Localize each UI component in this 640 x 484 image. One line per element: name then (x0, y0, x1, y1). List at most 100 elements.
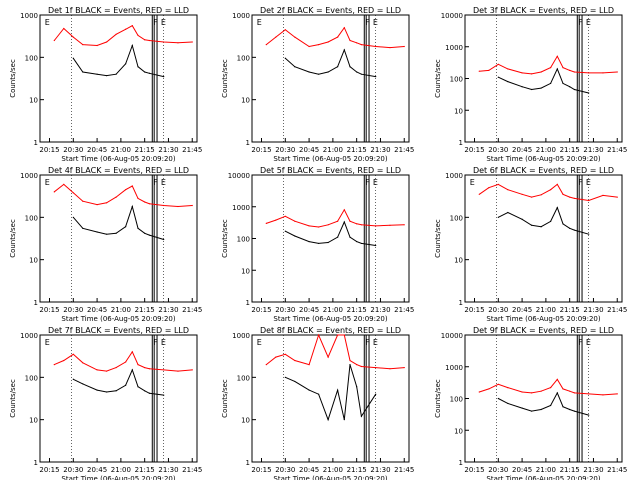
series-point (550, 67, 552, 69)
series-point (318, 334, 320, 336)
flag-label: E (373, 178, 378, 187)
series-point (478, 391, 480, 393)
series-point (556, 392, 558, 394)
series-point (327, 241, 329, 244)
flag-label: F (578, 178, 583, 187)
x-tick-label: 21:45 (607, 146, 627, 154)
chart-panel-8: Det 8f BLACK = Events, RED = LLD 1 10 100 10… (221, 326, 414, 483)
series-point (82, 362, 84, 364)
x-tick-label: 21:00 (323, 466, 343, 474)
y-axis-label: Counts/sec (434, 219, 442, 258)
x-tick-label: 21:15 (135, 306, 155, 314)
chart-title: Det 7f BLACK = Events, RED = LLD (48, 326, 189, 335)
x-tick-label: 21:15 (135, 466, 155, 474)
series-point (521, 193, 523, 195)
x-axis-label: Start Time (06-Aug-05 20:09:20) (61, 315, 175, 323)
x-tick-label: 21:15 (560, 306, 580, 314)
x-tick-label: 20:45 (512, 466, 532, 474)
series-point (588, 233, 590, 235)
series-point (556, 183, 558, 185)
series-point (602, 394, 604, 396)
series-point (562, 82, 564, 85)
series-point (191, 204, 193, 207)
series-point (540, 226, 542, 228)
y-tick-label: 100 (237, 236, 250, 244)
x-tick-label: 20:15 (464, 306, 484, 314)
x-tick-label: 20:15 (464, 466, 484, 474)
series-point (265, 43, 267, 46)
x-axis-label: Start Time (06-Aug-05 20:09:20) (486, 155, 600, 163)
series-point (82, 43, 84, 46)
series-point (265, 363, 267, 366)
series-point (488, 388, 490, 390)
series-point (327, 71, 329, 73)
series-point (507, 402, 509, 405)
chart-panel-5: Det 5f BLACK = Events, RED = LLD 1 10 100 10… (221, 166, 414, 323)
x-tick-label: 21:15 (560, 466, 580, 474)
x-tick-label: 21:45 (394, 306, 414, 314)
x-tick-label: 20:45 (87, 466, 107, 474)
x-tick-label: 20:30 (488, 146, 508, 154)
flag-label: F (578, 338, 583, 347)
series-point (63, 183, 65, 185)
x-tick-label: 20:30 (63, 146, 83, 154)
series-point (148, 39, 151, 42)
series-point (531, 392, 533, 394)
series-point (337, 220, 339, 222)
flag-label: F (365, 18, 370, 27)
chart-title: Det 1f BLACK = Events, RED = LLD (48, 6, 189, 15)
x-tick-label: 21:45 (182, 146, 202, 154)
series-point (588, 72, 590, 74)
x-axis-label: Start Time (06-Aug-05 20:09:20) (273, 315, 387, 323)
series-point (131, 185, 133, 187)
y-tick-label: 100 (25, 214, 38, 222)
series-point (337, 36, 339, 38)
y-tick-label: 10 (241, 417, 250, 425)
series-line-events (72, 204, 164, 240)
flag-label: E (257, 338, 262, 347)
y-tick-label: 100 (25, 374, 38, 382)
y-tick-label: 10000 (441, 332, 463, 340)
series-line-events (498, 206, 589, 235)
flag-label: F (578, 18, 583, 27)
series-line-events (284, 48, 376, 78)
series-point (616, 196, 618, 198)
chart-title: Det 4f BLACK = Events, RED = LLD (48, 166, 189, 175)
flag-label: E (161, 178, 166, 187)
series-point (497, 216, 499, 218)
series-point (521, 72, 523, 74)
series-point (294, 359, 296, 362)
series-point (106, 391, 108, 393)
x-tick-label: 21:45 (182, 306, 202, 314)
series-point (337, 236, 339, 238)
y-tick-label: 1000 (20, 12, 38, 20)
series-point (191, 41, 193, 43)
series-point (72, 57, 74, 59)
plot-frame (464, 334, 623, 463)
series-point (163, 369, 165, 371)
series-point (588, 199, 590, 202)
series-point (115, 366, 117, 369)
series-point (507, 80, 509, 83)
chart-panel-1: Det 1f BLACK = Events, RED = LLD 1 10 100 10… (9, 6, 202, 163)
series-point (308, 225, 310, 227)
x-tick-label: 21:15 (560, 146, 580, 154)
series-point (106, 75, 108, 77)
plot-frame (464, 174, 623, 303)
series-point (125, 226, 127, 228)
series-point (63, 27, 65, 30)
series-point (131, 351, 133, 353)
series-point (550, 404, 552, 407)
series-point (148, 392, 151, 394)
series-line-lld (265, 26, 405, 49)
series-point (356, 71, 358, 73)
y-tick-label: 1 (246, 299, 250, 307)
y-tick-label: 1 (34, 459, 38, 467)
chart-title: Det 8f BLACK = Events, RED = LLD (260, 326, 401, 335)
y-tick-label: 100 (237, 54, 250, 62)
flag-label: E (161, 338, 166, 347)
series-point (349, 363, 351, 366)
x-tick-label: 21:30 (583, 466, 603, 474)
series-point (284, 29, 286, 31)
y-axis-label: Counts/sec (9, 379, 17, 418)
